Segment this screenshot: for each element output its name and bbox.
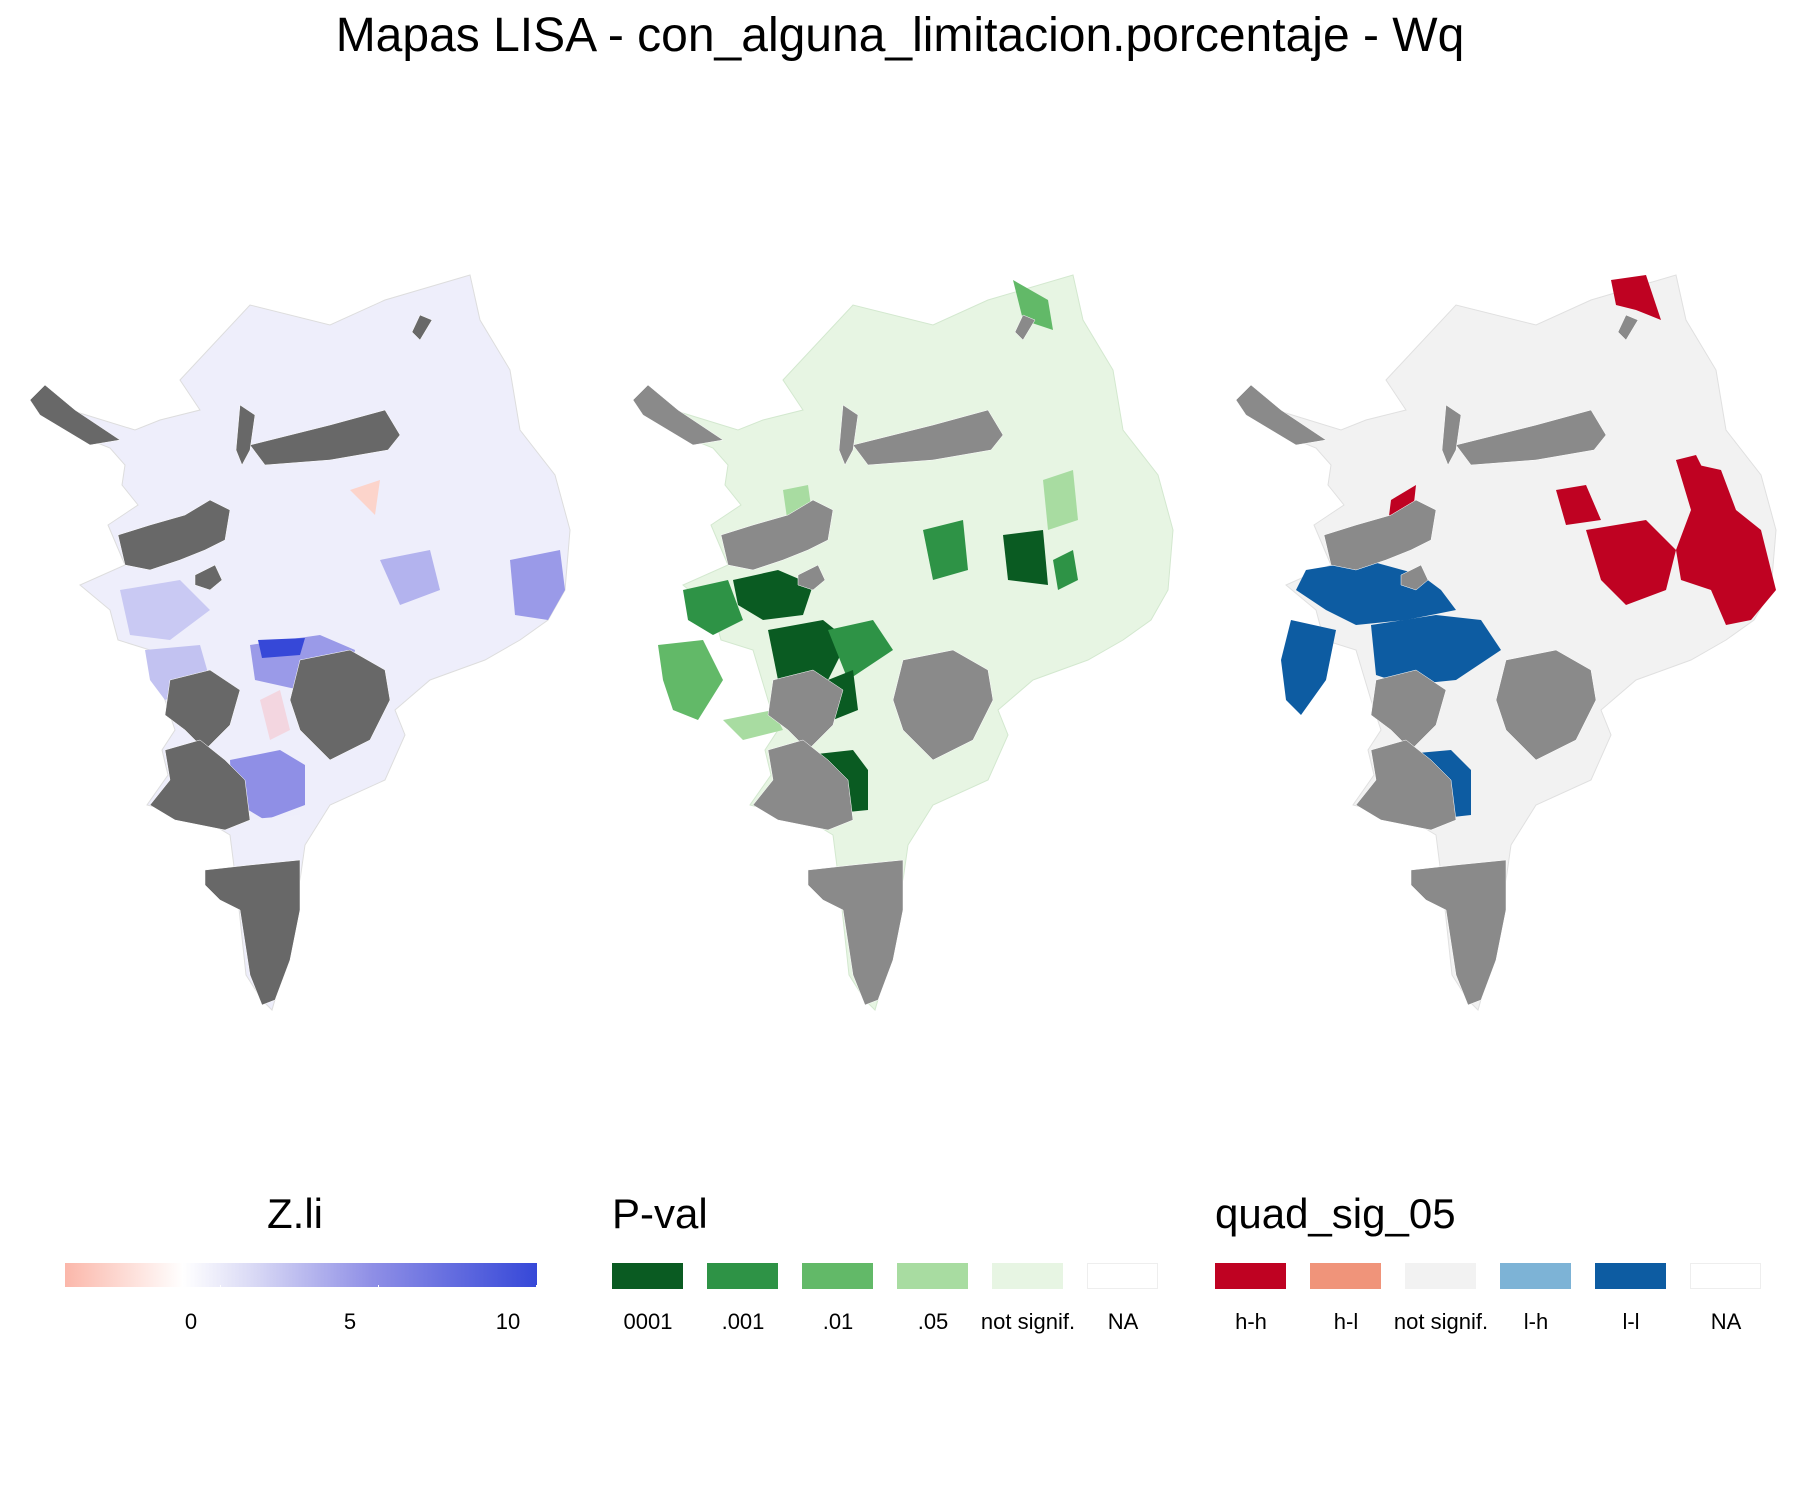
quad-swatch-hh — [1215, 1263, 1286, 1289]
quad-label: h-h — [1235, 1309, 1267, 1334]
pval-label: 0001 — [623, 1309, 673, 1334]
quad-swatch-hl — [1310, 1263, 1381, 1289]
zli-tick-mark — [220, 1285, 221, 1290]
pval-label: .01 — [822, 1309, 854, 1334]
pval-swatch-0001 — [612, 1263, 683, 1289]
zli-tick-mark — [536, 1285, 537, 1290]
zli-tick-mark — [378, 1285, 379, 1290]
chart-title: Mapas LISA - con_alguna_limitacion.porce… — [335, 9, 1465, 62]
quad-label: l-l — [1622, 1309, 1640, 1334]
quad-swatch-not-signif — [1405, 1263, 1476, 1289]
quad-label: NA — [1710, 1309, 1742, 1334]
pval-label: not signif. — [980, 1309, 1076, 1334]
pval-swatch-05 — [897, 1263, 968, 1289]
pval-swatch-01 — [802, 1263, 873, 1289]
zli-legend-title: Z.li — [267, 1190, 323, 1237]
quad-label: l-h — [1523, 1309, 1549, 1334]
pval-map — [632, 274, 1174, 1011]
quad-label: h-l — [1333, 1309, 1359, 1334]
lisa-maps — [29, 274, 1777, 1011]
zli-map — [29, 274, 571, 1011]
pval-swatch-not-signif — [992, 1263, 1063, 1289]
quad-swatch-na — [1690, 1263, 1761, 1289]
quad-label: not signif. — [1393, 1309, 1489, 1334]
pval-legend-title: P-val — [612, 1190, 708, 1237]
zli-colorbar — [65, 1263, 537, 1287]
pval-label: .001 — [721, 1309, 765, 1334]
pval-swatch-001 — [707, 1263, 778, 1289]
zli-tick-label: 10 — [495, 1309, 521, 1334]
quad-legend-title: quad_sig_05 — [1215, 1190, 1456, 1237]
pval-label: NA — [1107, 1309, 1139, 1334]
pval-label: .05 — [917, 1309, 949, 1334]
pval-swatch-na — [1087, 1263, 1158, 1289]
zli-tick-label: 0 — [184, 1309, 198, 1334]
quad-map — [1235, 274, 1777, 1011]
zli-tick-label: 5 — [343, 1309, 357, 1334]
quad-swatch-ll — [1595, 1263, 1666, 1289]
quad-swatch-lh — [1500, 1263, 1571, 1289]
